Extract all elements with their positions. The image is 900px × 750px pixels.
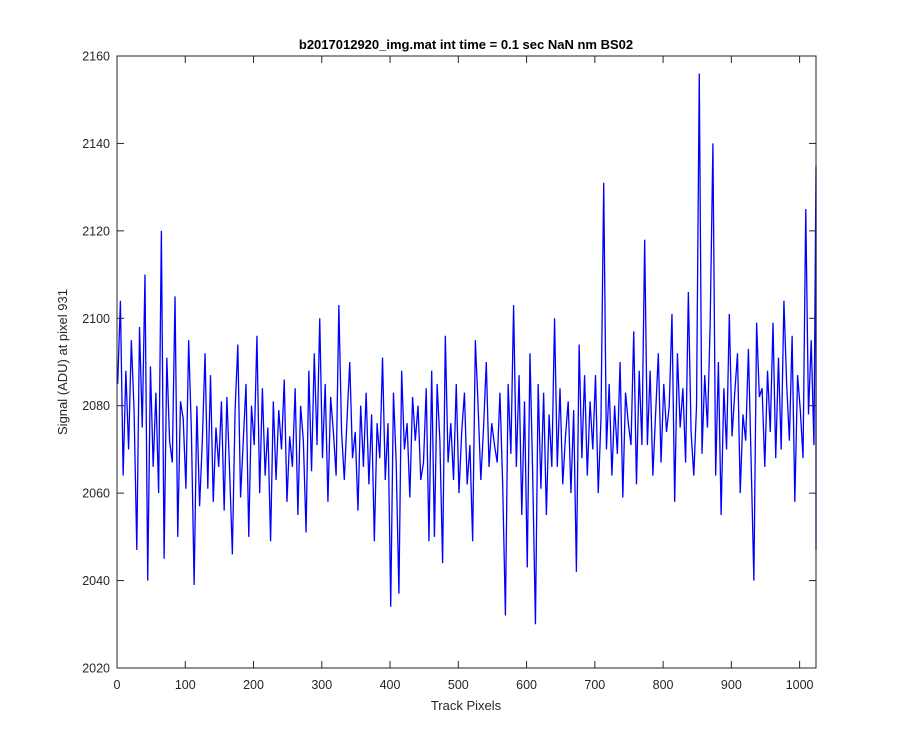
- x-axis-ticks: 0 100 200 300 400 500 600 700 800 900 1000: [114, 56, 814, 692]
- x-tick-label: 100: [175, 678, 196, 692]
- y-axis-ticks: 2020 2040 2060 2080 2100 2120 2140 2160: [82, 50, 816, 676]
- x-tick-label: 900: [721, 678, 742, 692]
- y-tick-label: 2040: [82, 574, 110, 588]
- axes-box: [116, 55, 817, 669]
- x-axis-label: Track Pixels: [431, 698, 502, 713]
- y-axis-label: Signal (ADU) at pixel 931: [55, 289, 70, 435]
- plot-area: [117, 56, 816, 668]
- chart-title: b2017012920_img.mat int time = 0.1 sec N…: [299, 37, 633, 52]
- y-tick-label: 2120: [82, 224, 110, 238]
- x-tick-label: 500: [448, 678, 469, 692]
- x-tick-label: 800: [653, 678, 674, 692]
- x-tick-label: 600: [516, 678, 537, 692]
- y-tick-label: 2100: [82, 312, 110, 326]
- y-tick-label: 2060: [82, 487, 110, 501]
- y-tick-label: 2080: [82, 399, 110, 413]
- x-tick-label: 400: [380, 678, 401, 692]
- y-tick-label: 2020: [82, 662, 110, 676]
- x-tick-label: 300: [311, 678, 332, 692]
- x-tick-label: 0: [114, 678, 121, 692]
- y-tick-label: 2140: [82, 137, 110, 151]
- x-tick-label: 700: [584, 678, 605, 692]
- axes-frame: [116, 55, 817, 669]
- x-tick-label: 1000: [786, 678, 814, 692]
- x-tick-label: 200: [243, 678, 264, 692]
- y-tick-label: 2160: [82, 50, 110, 64]
